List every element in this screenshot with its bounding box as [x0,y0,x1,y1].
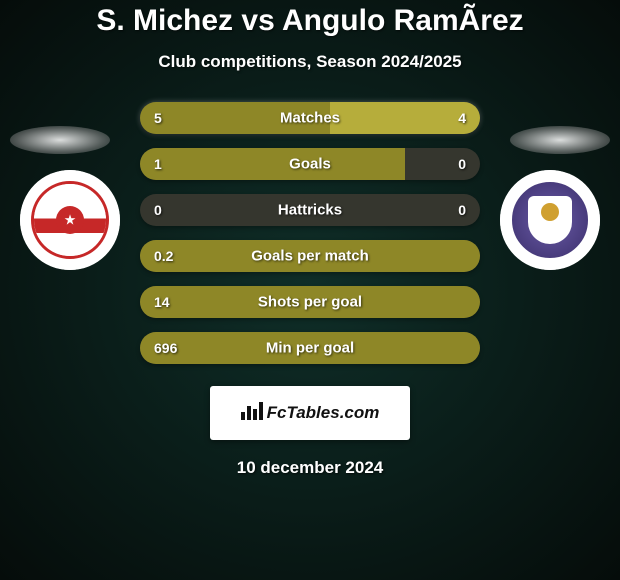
subtitle: Club competitions, Season 2024/2025 [0,52,620,72]
stat-row: Shots per goal 14 [140,286,480,318]
stat-label: Matches [280,110,340,127]
stat-row: Hattricks 0 0 [140,194,480,226]
slavia-praha-emblem: ★ [31,181,109,259]
anderlecht-emblem [509,179,591,261]
club-crest-left: ★ [20,170,120,270]
stat-fill-player1 [140,148,405,180]
stat-row: Min per goal 696 [140,332,480,364]
stat-label: Shots per goal [258,294,362,311]
stat-value-player1: 5 [154,110,162,126]
stat-value-player1: 0 [154,202,162,218]
stat-value-player1: 1 [154,156,162,172]
comparison-card: S. Michez vs Angulo RamÃ­rez Club compet… [0,0,620,580]
page-title: S. Michez vs Angulo RamÃ­rez [0,4,620,38]
stat-label: Min per goal [266,340,354,357]
crest-shadow-left [10,126,110,154]
stat-row: Goals per match 0.2 [140,240,480,272]
crest-shadow-right [510,126,610,154]
stat-value-player1: 696 [154,340,177,356]
chart-icon [241,402,263,425]
stat-value-player2: 0 [458,156,466,172]
stat-label: Hattricks [278,202,342,219]
attribution-text: FcTables.com [267,403,380,423]
stat-row: Matches 5 4 [140,102,480,134]
stat-value-player2: 4 [458,110,466,126]
stat-value-player2: 0 [458,202,466,218]
attribution-badge: FcTables.com [210,386,410,440]
stats-bars: Matches 5 4 Goals 1 0 Hattricks 0 0 Goals per mat… [140,102,480,364]
date-label: 10 december 2024 [0,458,620,478]
stat-value-player1: 14 [154,294,170,310]
stat-row: Goals 1 0 [140,148,480,180]
stat-value-player1: 0.2 [154,248,173,264]
stat-label: Goals per match [251,248,369,265]
star-icon: ★ [64,212,77,229]
stat-label: Goals [289,156,331,173]
club-crest-right [500,170,600,270]
